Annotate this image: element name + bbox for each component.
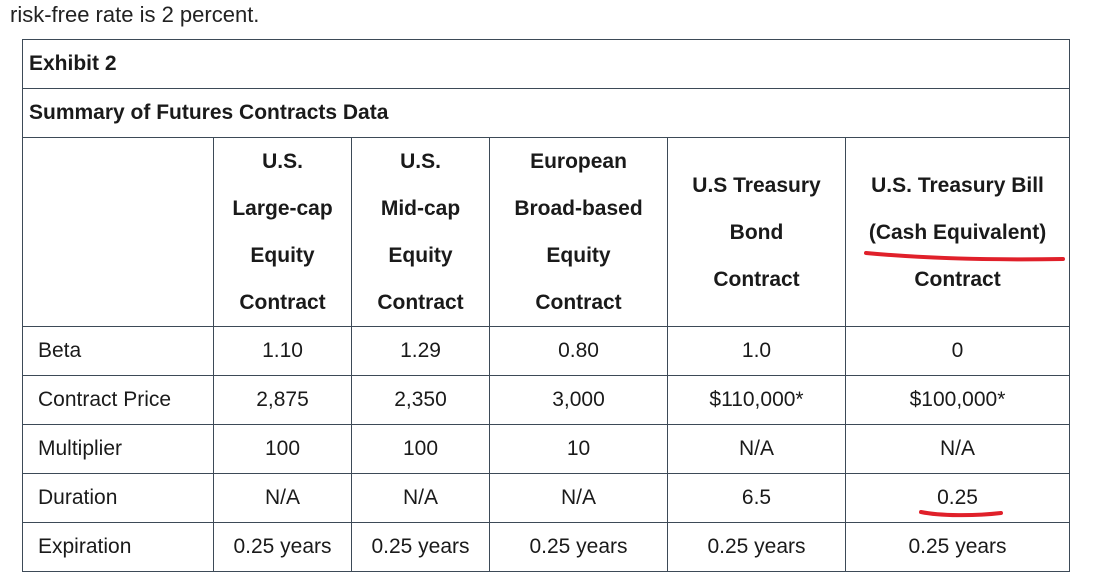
row-label: Duration [22, 473, 214, 523]
table-row-duration: Duration N/A N/A N/A 6.5 0.25 [22, 473, 1071, 523]
header-line: Equity [250, 244, 315, 267]
table-cell: 2,875 [213, 375, 352, 425]
table-cell: N/A [667, 424, 846, 474]
header-line: U.S. [400, 150, 441, 173]
header-line: Contract [239, 291, 326, 314]
row-label: Contract Price [22, 375, 214, 425]
col-header-us-treasury-bill: U.S. Treasury Bill (Cash Equivalent) Con… [844, 137, 1071, 327]
table-cell: 3,000 [489, 375, 668, 425]
table-cell: 2,350 [351, 375, 490, 425]
row-label: Beta [22, 326, 214, 376]
table-cell: 1.29 [351, 326, 490, 376]
table-cell: 0 [844, 326, 1071, 376]
table-cell: 0.25 years [844, 522, 1071, 572]
intro-text: risk-free rate is 2 percent. [10, 2, 260, 27]
header-line: Bond [729, 220, 784, 244]
header-line: Contract [535, 291, 622, 314]
header-line: Equity [546, 244, 611, 267]
header-line: Large-cap [232, 197, 333, 220]
header-line: European [530, 150, 627, 173]
table-cell: 10 [489, 424, 668, 474]
table-cell: 0.25 years [667, 522, 846, 572]
header-line: Broad-based [514, 197, 643, 220]
table-cell: 6.5 [667, 473, 846, 523]
empty-header-cell [22, 137, 214, 327]
col-header-us-mid-cap: U.S. Mid-cap Equity Contract [351, 137, 490, 327]
column-header-row: U.S. Large-cap Equity Contract U.S. Mid-… [22, 137, 1071, 327]
table-cell: 1.10 [213, 326, 352, 376]
table-cell: N/A [844, 424, 1071, 474]
table-row-contract-price: Contract Price 2,875 2,350 3,000 $110,00… [22, 375, 1071, 425]
table-cell: 0.25 years [351, 522, 490, 572]
table-cell: $110,000* [667, 375, 846, 425]
row-label: Expiration [22, 522, 214, 572]
futures-contracts-table: Exhibit 2 Summary of Futures Contracts D… [21, 39, 1071, 572]
table-cell: $100,000* [844, 375, 1071, 425]
header-line: Equity [388, 244, 453, 267]
table-cell: 0.25 years [213, 522, 352, 572]
table-row-beta: Beta 1.10 1.29 0.80 1.0 0 [22, 326, 1071, 376]
header-line: U.S Treasury [692, 173, 821, 197]
header-line: U.S. [262, 150, 303, 173]
table-cell: 0.25 [844, 473, 1071, 523]
table-row-multiplier: Multiplier 100 100 10 N/A N/A [22, 424, 1071, 474]
row-label: Multiplier [22, 424, 214, 474]
table-cell: 1.0 [667, 326, 846, 376]
exhibit-subtitle: Summary of Futures Contracts Data [21, 88, 1071, 138]
table-cell: N/A [213, 473, 352, 523]
table-row-expiration: Expiration 0.25 years 0.25 years 0.25 ye… [22, 522, 1071, 572]
header-line: (Cash Equivalent) [868, 220, 1047, 244]
header-line: Contract [914, 267, 1001, 291]
col-header-european-broad-based: European Broad-based Equity Contract [489, 137, 668, 327]
col-header-us-treasury-bond: U.S Treasury Bond Contract [667, 137, 846, 327]
table-cell: 100 [213, 424, 352, 474]
header-line: Contract [377, 291, 464, 314]
header-line: Contract [713, 267, 800, 291]
table-cell: N/A [489, 473, 668, 523]
exhibit-title: Exhibit 2 [21, 39, 1071, 89]
table-cell: 100 [351, 424, 490, 474]
table-cell: N/A [351, 473, 490, 523]
header-line: Mid-cap [380, 197, 461, 220]
header-line: U.S. Treasury Bill [871, 173, 1044, 197]
col-header-us-large-cap: U.S. Large-cap Equity Contract [213, 137, 352, 327]
table-cell: 0.25 years [489, 522, 668, 572]
table-cell: 0.80 [489, 326, 668, 376]
